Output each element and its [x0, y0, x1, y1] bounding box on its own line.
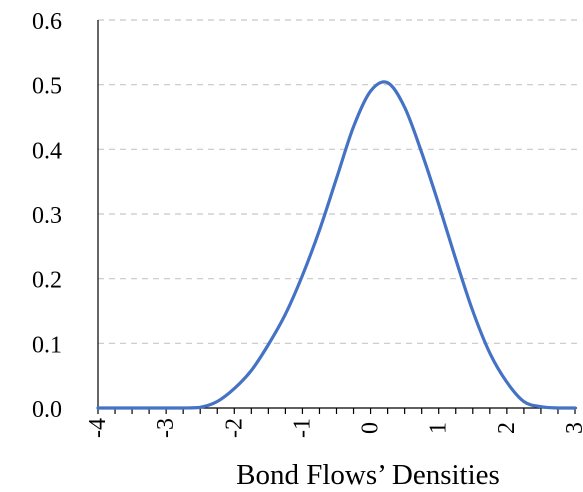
x-axis-ticks: -4 -3 -2 -1 0 1 2 3	[85, 408, 583, 438]
y-tick-label: 0.1	[32, 332, 62, 358]
x-tick-label: 0	[358, 422, 384, 434]
x-tick-label: -1	[289, 418, 315, 438]
x-tick-label: 2	[494, 422, 520, 434]
density-series-line	[96, 80, 577, 410]
y-tick-label: 0.2	[32, 268, 62, 294]
y-tick-label: 0.6	[32, 9, 62, 35]
x-tick-label: -3	[153, 418, 179, 438]
x-tick-label: 3	[562, 422, 583, 434]
x-tick-label: 1	[426, 422, 452, 434]
y-tick-label: 0.3	[32, 203, 62, 229]
x-tick-label: -4	[85, 418, 111, 438]
y-tick-label: 0.4	[32, 138, 62, 164]
gridlines	[98, 19, 581, 344]
x-axis-title: Bond Flows’ Densities	[236, 459, 500, 491]
y-tick-label: 0.0	[32, 397, 62, 423]
y-axis-ticks: 0.0 0.1 0.2 0.3 0.4 0.5 0.6	[32, 9, 62, 423]
x-tick-label: -2	[221, 418, 247, 438]
y-tick-label: 0.5	[32, 74, 62, 100]
